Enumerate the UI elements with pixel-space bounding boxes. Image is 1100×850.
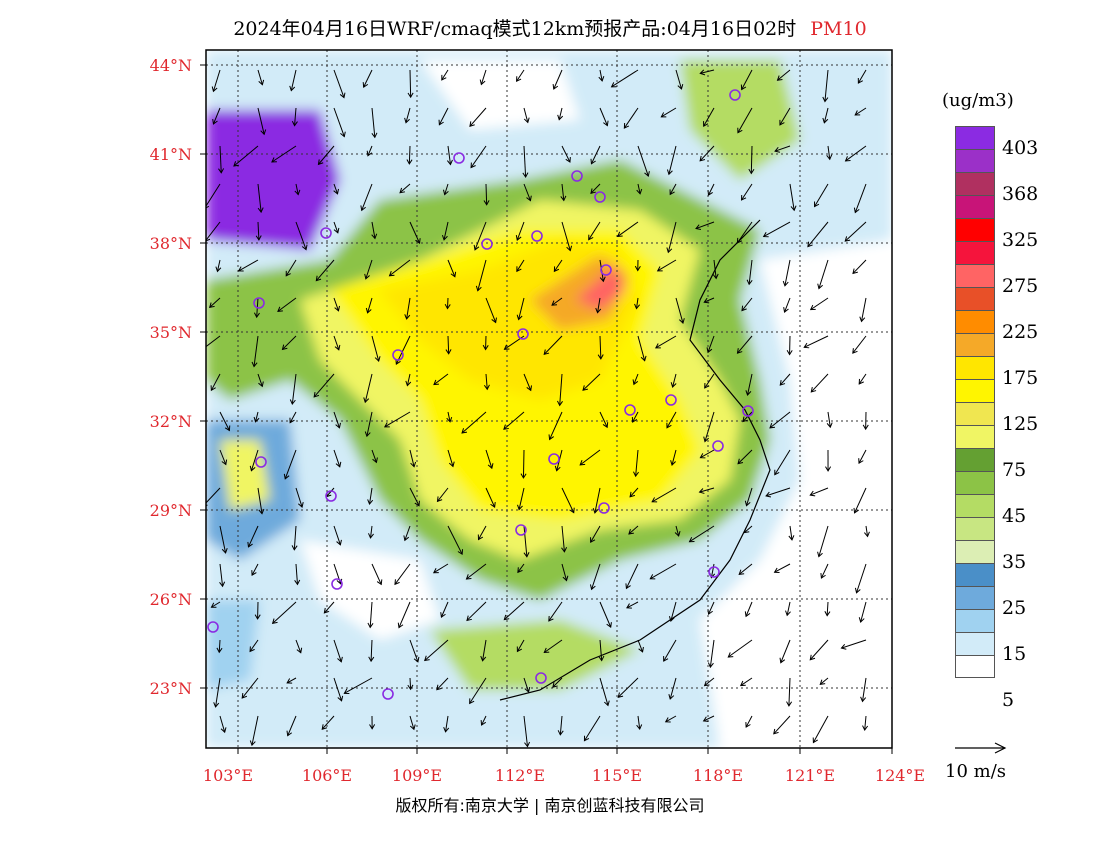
legend-swatch <box>955 310 995 333</box>
legend-swatch <box>955 609 995 632</box>
legend-level-label: 175 <box>1002 367 1038 389</box>
legend-swatch <box>955 448 995 471</box>
wind-arrow-shaft <box>751 146 752 173</box>
vector-scale-label: 10 m/s <box>945 761 1006 782</box>
wind-arrow-shaft <box>410 678 411 689</box>
wind-arrow-shaft <box>410 70 411 97</box>
legend-swatch <box>955 586 995 609</box>
legend-swatch <box>955 425 995 448</box>
lat-label-35: 35°N <box>150 323 192 342</box>
wind-arrow-shaft <box>409 146 410 164</box>
legend-level-label: 15 <box>1002 643 1026 665</box>
legend-swatch <box>955 356 995 379</box>
legend-level-label: 368 <box>1002 183 1038 205</box>
lat-label-32: 32°N <box>150 412 192 431</box>
lon-label-109: 109°E <box>392 766 442 785</box>
legend-swatch <box>955 632 995 655</box>
legend-level-label: 325 <box>1002 229 1038 251</box>
legend-swatch <box>955 471 995 494</box>
legend-swatch <box>955 287 995 310</box>
legend-level-label: 125 <box>1002 413 1038 435</box>
legend-level-label: 45 <box>1002 505 1026 527</box>
legend-swatch <box>955 402 995 425</box>
legend-level-label: 5 <box>1002 689 1014 711</box>
lon-label-124: 124°E <box>875 766 925 785</box>
legend-swatch <box>955 540 995 563</box>
legend-swatch <box>955 563 995 586</box>
wind-arrow-shaft <box>523 450 524 478</box>
lat-label-44: 44°N <box>150 56 192 75</box>
lon-label-103: 103°E <box>203 766 253 785</box>
legend-swatch <box>955 494 995 517</box>
legend-level-label: 225 <box>1002 321 1038 343</box>
copyright-footer: 版权所有:南京大学 | 南京创蓝科技有限公司 <box>0 792 1100 816</box>
legend-level-label: 403 <box>1002 137 1038 159</box>
legend-unit: (ug/m3) <box>942 90 1014 111</box>
lat-label-38: 38°N <box>150 234 192 253</box>
legend-swatch <box>955 126 995 149</box>
legend-level-label: 75 <box>1002 459 1026 481</box>
lon-label-121: 121°E <box>785 766 835 785</box>
wind-arrow-shaft <box>447 298 448 309</box>
copyright-text: 版权所有:南京大学 <box>396 796 529 815</box>
wind-arrow-shaft <box>448 336 449 354</box>
legend-swatch <box>955 517 995 540</box>
vector-scale-arrow <box>955 743 1005 753</box>
wind-arrow-head <box>195 350 200 355</box>
lat-label-23: 23°N <box>150 679 192 698</box>
lat-label-29: 29°N <box>150 501 192 520</box>
color-legend <box>955 126 995 678</box>
legend-swatch <box>955 149 995 172</box>
lon-label-118: 118°E <box>693 766 743 785</box>
legend-swatch <box>955 195 995 218</box>
legend-level-label: 35 <box>1002 551 1026 573</box>
wind-arrow-shaft <box>486 184 487 205</box>
legend-swatch <box>955 655 995 678</box>
lat-label-41: 41°N <box>150 145 192 164</box>
lat-label-26: 26°N <box>150 590 192 609</box>
legend-swatch <box>955 379 995 402</box>
legend-swatch <box>955 264 995 287</box>
company-name: 南京创蓝科技有限公司 <box>544 796 704 815</box>
lon-label-115: 115°E <box>592 766 642 785</box>
legend-level-label: 275 <box>1002 275 1038 297</box>
footer-divider: | <box>534 796 544 815</box>
lon-label-106: 106°E <box>302 766 352 785</box>
legend-swatch <box>955 241 995 264</box>
lon-label-112: 112°E <box>495 766 545 785</box>
legend-swatch <box>955 218 995 241</box>
legend-swatch <box>955 172 995 195</box>
legend-level-label: 25 <box>1002 597 1026 619</box>
legend-swatch <box>955 333 995 356</box>
